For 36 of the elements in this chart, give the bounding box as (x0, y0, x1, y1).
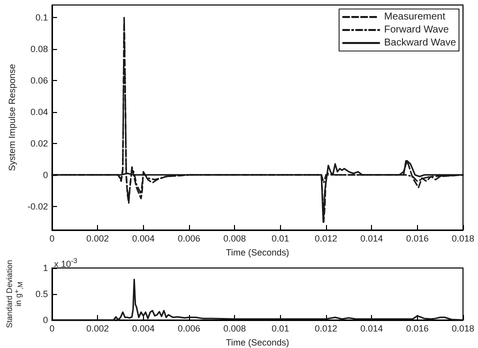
x-tick-label: 0.002 (86, 324, 109, 334)
x-tick-label: 0.004 (132, 324, 155, 334)
x-tick-label: 0.004 (132, 234, 155, 244)
x-axis-title: Time (Seconds) (226, 337, 290, 348)
x-tick-label: 0.012 (314, 234, 338, 244)
y-tick-label: 0.1 (35, 12, 48, 23)
x-tick-label: 0.01 (272, 324, 290, 334)
x-tick-label: 0.012 (314, 324, 338, 334)
x-tick-label: 0 (49, 234, 55, 244)
x-tick-label: 0.006 (178, 234, 200, 244)
legend-label: Backward Wave (384, 38, 456, 48)
y-tick-label: 0.08 (30, 44, 48, 54)
y-tick-label: 0.06 (30, 76, 48, 86)
y-tick-label: 0.02 (30, 138, 48, 148)
x-tick-label: 0 (49, 324, 55, 334)
x-tick-label: 0.008 (223, 324, 246, 334)
x-tick-label: 0.008 (223, 234, 246, 244)
x-tick-label: 0.006 (178, 324, 200, 334)
x-tick-label: 0.016 (406, 324, 429, 334)
y-tick-label: 0 (42, 170, 48, 180)
y-tick-label: 0.04 (30, 106, 48, 117)
x-tick-label: 0.014 (360, 324, 383, 334)
x-axis-title: Time (Seconds) (226, 247, 290, 258)
x-tick-label: 0.018 (452, 324, 474, 334)
x-tick-label: 0.002 (86, 234, 109, 244)
x-tick-label: 0.016 (406, 234, 429, 244)
y-tick-label: 0 (42, 315, 48, 325)
legend-label: Measurement (384, 12, 446, 22)
y-axis-title: System Impulse Response (7, 64, 18, 172)
y-tick-label: -0.02 (27, 201, 48, 212)
x-tick-label: 0.018 (452, 234, 474, 244)
y-tick-label: 0.5 (35, 289, 48, 299)
x-tick-label: 0.01 (272, 234, 290, 244)
y-tick-label: 1 (42, 263, 48, 273)
x-tick-label: 0.014 (360, 234, 383, 244)
legend-label: Forward Wave (384, 24, 450, 36)
